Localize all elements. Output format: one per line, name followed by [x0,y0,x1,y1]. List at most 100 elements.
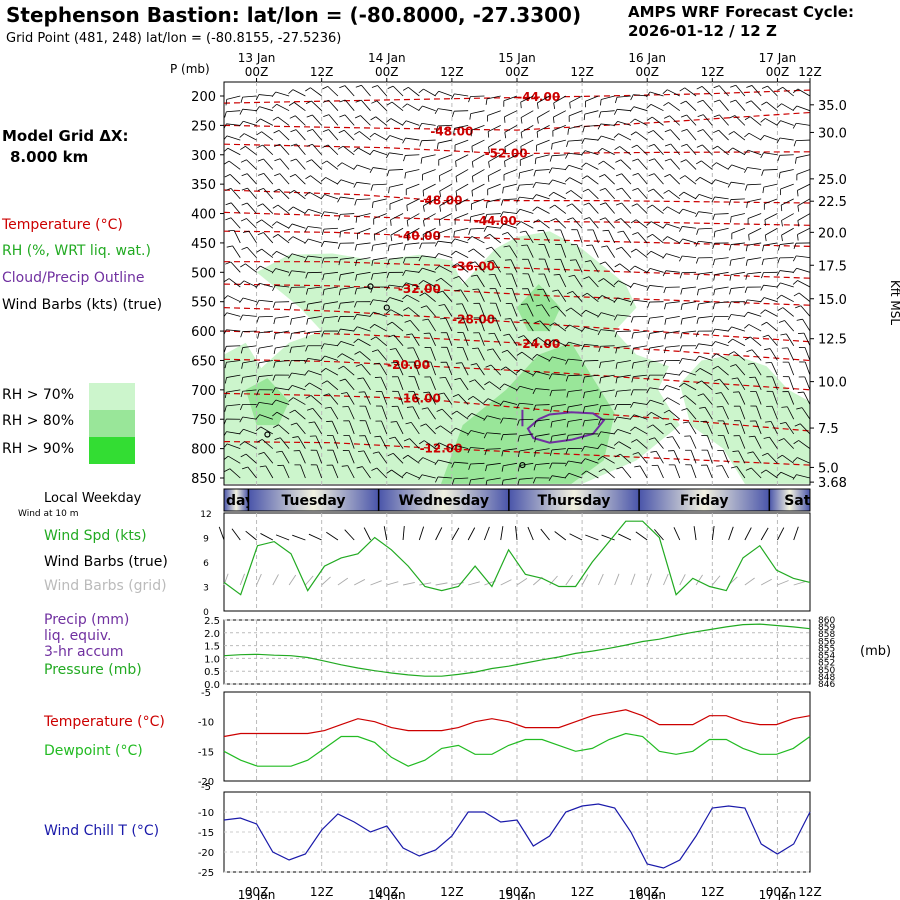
wind-barb-flag [695,211,699,218]
wind-barb-flag [369,324,375,329]
wind-barb-flag [225,99,228,106]
temp-tick-label: -15 [198,747,214,758]
wind-barb-shaft [421,154,436,159]
wind-barb-flag [797,205,800,212]
wind-barb-flag [468,463,471,470]
wind-barb-flag [369,167,374,174]
wind-barb-flag [242,230,249,233]
wind-barb-flag [320,241,325,247]
grid-wind-barb [777,580,789,586]
wind-barb-flag [305,272,309,279]
wind-barb-flag [336,179,342,185]
wind-barb-flag [241,377,244,384]
wind-barb-flag [403,244,406,251]
wind-barb-shaft [258,299,273,303]
wind-barb-shaft [389,257,404,260]
wind-barb-shaft [405,270,420,273]
wind-barb-shaft [669,115,681,126]
kft-axis-label: Kft MSL [888,280,900,326]
wind-barb-shaft [723,435,729,449]
wind-barb-flag [515,208,521,215]
wind-barb-shaft [665,345,680,348]
wind-barb-flag [597,443,602,449]
wind-barb-flag [632,158,639,162]
wind-barb-flag [534,320,541,324]
wind-barb-shaft [344,378,355,391]
wind-barb-shaft [669,174,681,185]
wind-barb-flag [289,303,292,310]
wind-barb-shaft [551,389,566,391]
wind-barb-shaft [698,211,713,214]
wind-barb-shaft [714,271,729,276]
wind-barb-shaft [636,439,648,449]
label-pressure: Pressure (mb) [44,662,142,678]
wind-barb-shaft [373,311,387,317]
wind-barb-shaft [670,422,681,435]
wind-barb-shaft [670,129,681,141]
wind-barb-flag [662,223,667,229]
wind-barb-shaft [682,238,697,244]
wind-barb-flag [486,348,493,351]
wind-barb-flag [582,376,585,383]
wind-barb-flag [732,450,739,452]
wind-barb-flag [272,204,279,209]
wind-barb-flag [647,204,653,209]
wind-barb-shaft [698,355,713,361]
wind-barb-flag [516,196,520,203]
wind-barb-shaft [392,321,404,332]
wind-barb-flag [695,160,702,165]
wind-barb-flag [565,153,569,159]
temperature-line [223,709,811,738]
wind-barb-shaft [291,223,306,229]
pressure-tick-label: 600 [191,325,216,340]
wind-barb-shaft [294,190,306,200]
wind-barb-shaft [503,462,518,467]
wind-barb-flag [679,395,686,399]
wind-barb-flag [337,353,343,358]
wind-barb-shaft [340,271,355,276]
wind-barb-shaft [544,244,550,258]
wind-barb-shaft [470,227,485,230]
top-time-label: 12Z [798,65,822,79]
wind-barb-flag [356,466,363,469]
wind-barb-shaft [242,297,257,303]
wind-barb-shaft [311,100,322,111]
wind-barb-shaft [226,431,241,435]
wind-barb-flag [358,450,365,453]
wind-barb-shaft [686,143,697,156]
wind-barb-flag [485,364,492,368]
wind-barb-flag [695,331,699,337]
label-wind-true: Wind Barbs (true) [44,554,168,570]
wind-barb-shaft [543,230,550,244]
wind-barb-flag [239,416,244,423]
wind-barb-shaft [375,116,388,126]
wind-barb-flag [372,451,379,454]
wind-barb-flag [504,146,507,154]
wind-barb-flag [515,386,521,392]
wind-barb-shaft [600,374,615,378]
wind-barb-flag [418,457,424,463]
wind-speed-line [223,520,811,596]
wind-barb-flag [405,422,412,425]
wind-barb-flag [663,102,669,107]
wind-barb-shaft [390,213,404,221]
wind-barb-flag [209,407,210,413]
wind-barb-flag [629,282,635,289]
wind-barb-shaft [716,162,729,170]
wind-barb-shaft [736,466,746,479]
wind-barb-shaft [714,257,729,260]
wind-barb-flag [371,467,378,471]
wind-barb-flag [663,409,670,414]
wind-barb-shaft [585,95,599,102]
wind-barb-flag [418,88,424,94]
surface-wind-barbs [218,526,806,586]
grid-wind-barb [679,574,686,586]
wind-barb-shaft [405,242,420,245]
wind-barb-flag [485,465,488,472]
wind-barb-shaft [748,132,762,141]
wind-barb-shaft [785,422,795,435]
grid-wind-barb [370,580,382,586]
wind-height-label: Wind at 10 m [18,509,79,519]
wind-barb-shaft [356,286,371,289]
wind-barb-shaft [634,118,648,126]
